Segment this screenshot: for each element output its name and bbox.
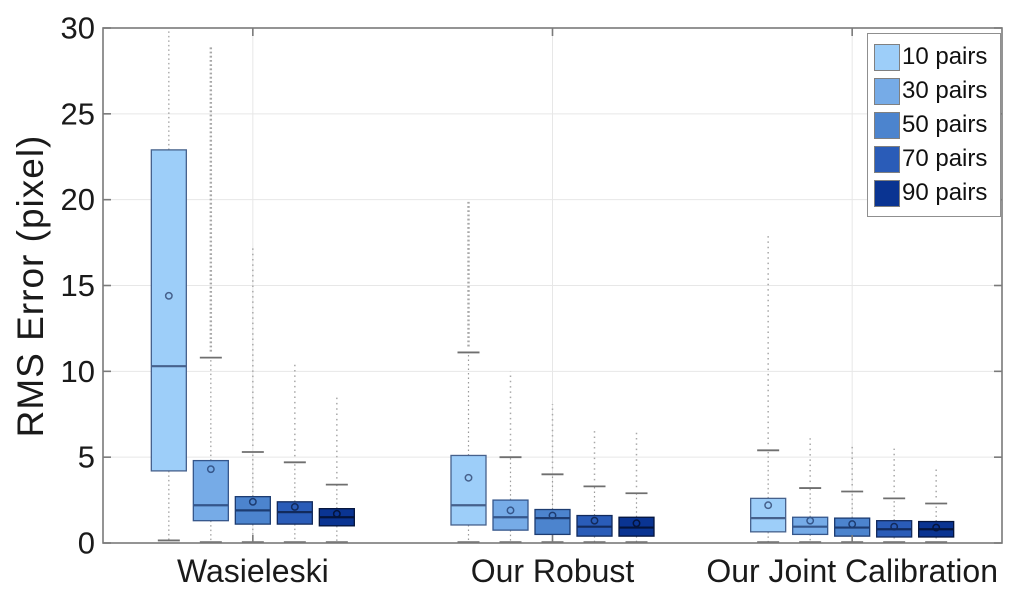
legend-swatch <box>874 179 900 207</box>
mean-marker <box>248 497 257 506</box>
legend-swatch <box>874 77 900 105</box>
y-tick-label: 15 <box>61 268 95 303</box>
y-tick-label: 25 <box>61 96 95 131</box>
mean-marker <box>764 501 773 510</box>
mean-marker <box>890 522 899 531</box>
legend-swatch <box>874 111 900 139</box>
y-tick-label: 30 <box>61 11 95 46</box>
mean-marker <box>632 519 641 528</box>
legend-item: 10 pairs <box>874 40 1000 74</box>
y-axis-label: RMS Error (pixel) <box>10 134 51 438</box>
box <box>150 149 187 472</box>
legend-item: 30 pairs <box>874 74 1000 108</box>
legend-item: 50 pairs <box>874 108 1000 142</box>
legend-label: 10 pairs <box>902 43 988 70</box>
legend: 10 pairs 30 pairs 50 pairs 70 pairs 90 pairs <box>867 33 1001 217</box>
legend-label: 70 pairs <box>902 145 988 172</box>
box <box>750 497 787 533</box>
box <box>534 508 571 536</box>
legend-swatch <box>874 145 900 173</box>
y-tick-label: 10 <box>61 354 95 389</box>
mean-marker <box>290 503 299 511</box>
box <box>450 454 487 526</box>
box <box>192 459 229 522</box>
x-tick-label: Our Robust <box>471 553 635 589</box>
mean-marker <box>590 516 599 525</box>
mean-marker <box>548 511 557 520</box>
mean-marker <box>332 509 341 518</box>
mean-marker <box>206 465 215 474</box>
y-tick-label: 5 <box>78 440 95 475</box>
legend-item: 70 pairs <box>874 142 1000 176</box>
x-tick-label: Wasieleski <box>177 553 329 589</box>
mean-marker <box>506 506 515 515</box>
x-tick-label: Our Joint Calibration <box>706 553 998 589</box>
y-tick-label: 0 <box>78 526 95 561</box>
y-tick-label: 20 <box>61 182 95 217</box>
mean-marker <box>806 516 815 525</box>
mean-marker <box>848 520 857 529</box>
legend-label: 90 pairs <box>902 179 988 206</box>
mean-marker <box>932 523 941 532</box>
legend-swatch <box>874 43 900 71</box>
mean-marker <box>164 291 173 300</box>
legend-item: 90 pairs <box>874 176 1000 210</box>
box <box>492 499 529 531</box>
legend-label: 30 pairs <box>902 77 988 104</box>
legend-label: 50 pairs <box>902 111 988 138</box>
mean-marker <box>464 473 473 482</box>
